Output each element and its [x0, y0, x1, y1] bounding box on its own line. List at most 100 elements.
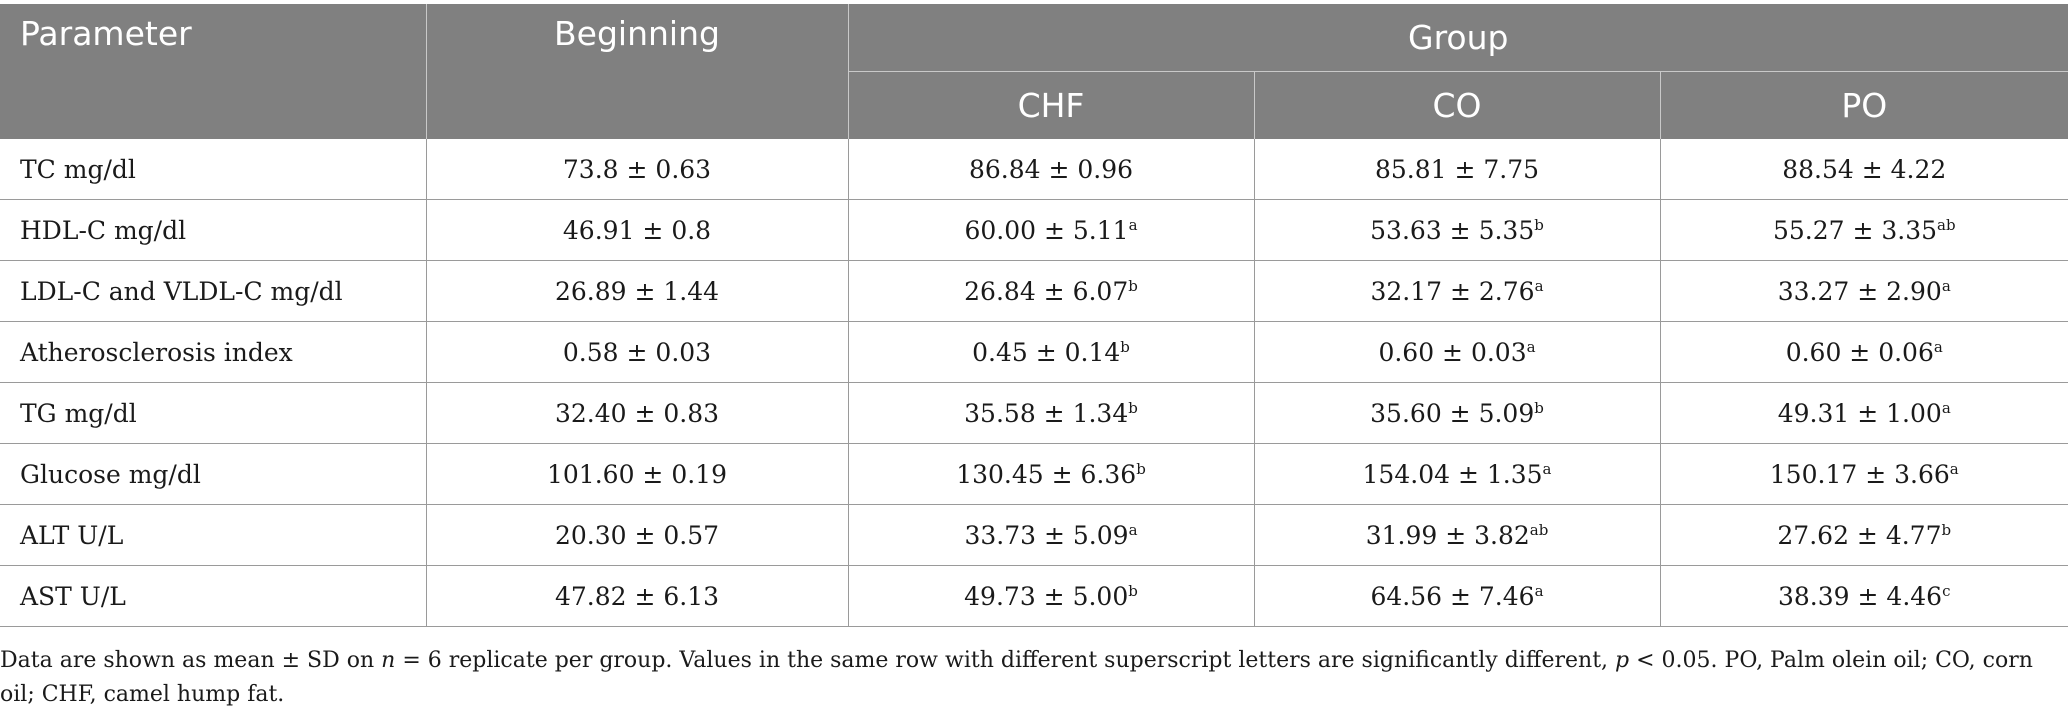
significance-letter: a: [1949, 459, 1959, 478]
row-label-value: HDL-C mg/dl: [20, 215, 187, 245]
row-label: TG mg/dl: [0, 382, 426, 444]
significance-letter: b: [1136, 459, 1146, 478]
cell-beginning-value: 73.8 ± 0.63: [562, 154, 712, 184]
cell-co: 85.81 ± 7.75: [1253, 139, 1660, 200]
cell-po-value: 33.27 ± 2.90: [1777, 276, 1942, 306]
cell-beginning-value: 47.82 ± 6.13: [554, 581, 720, 611]
cell-chf-value: 130.45 ± 6.36: [956, 459, 1137, 489]
cell-po-value: 38.39 ± 4.46: [1778, 581, 1943, 611]
cell-chf-value: 60.00 ± 5.11: [964, 215, 1129, 245]
cell-po: 38.39 ± 4.46c: [1659, 565, 2068, 627]
cell-po-value: 27.62 ± 4.77: [1777, 520, 1942, 550]
table-row: TC mg/dl 73.8 ± 0.63 86.84 ± 0.96 85.81 ± 7…: [0, 139, 2068, 200]
row-label: ALT U/L: [0, 504, 426, 566]
cell-beginning: 32.40 ± 0.83: [425, 382, 848, 444]
cell-co: 31.99 ± 3.82ab: [1253, 504, 1660, 566]
cell-chf-value: 49.73 ± 5.00: [964, 581, 1129, 611]
footnote-part2: = 6 replicate per group. Values in the s…: [395, 648, 1616, 673]
cell-co-value: 85.81 ± 7.75: [1374, 154, 1540, 184]
table-row: ALT U/L 20.30 ± 0.57 33.73 ± 5.09a 31.99 ± …: [0, 504, 2068, 566]
significance-letter: a: [1128, 520, 1138, 539]
footnote-part3: < 0.05. PO, Palm olein oil; CO, corn oil…: [0, 648, 2033, 707]
table-row: HDL-C mg/dl 46.91 ± 0.8 60.00 ± 5.11a 53.63…: [0, 199, 2068, 261]
cell-chf: 33.73 ± 5.09a: [847, 504, 1254, 566]
cell-chf: 49.73 ± 5.00b: [847, 565, 1254, 627]
significance-letter: a: [1941, 398, 1951, 417]
cell-po: 55.27 ± 3.35ab: [1659, 199, 2068, 261]
cell-chf: 130.45 ± 6.36b: [847, 443, 1254, 505]
cell-co: 32.17 ± 2.76a: [1253, 260, 1660, 322]
table-header: Parameter Beginning Group CHF CO PO: [0, 4, 2068, 139]
significance-letter: c: [1942, 581, 1951, 600]
cell-po: 150.17 ± 3.66a: [1659, 443, 2068, 505]
cell-po: 88.54 ± 4.22: [1659, 139, 2068, 200]
cell-beginning: 73.8 ± 0.63: [425, 139, 848, 200]
significance-letter: a: [1128, 215, 1138, 234]
table-footnote: Data are shown as mean ± SD on n = 6 rep…: [0, 644, 2050, 712]
cell-beginning: 20.30 ± 0.57: [425, 504, 848, 566]
cell-chf-value: 35.58 ± 1.34: [964, 398, 1129, 428]
cell-chf-value: 86.84 ± 0.96: [968, 154, 1134, 184]
results-table: Parameter Beginning Group CHF CO PO TC m…: [0, 4, 2068, 627]
cell-po-value: 150.17 ± 3.66: [1769, 459, 1950, 489]
cell-beginning-value: 101.60 ± 0.19: [547, 459, 727, 489]
footnote-n-symbol: n: [381, 648, 396, 673]
cell-chf-value: 33.73 ± 5.09: [964, 520, 1129, 550]
cell-chf-value: 0.45 ± 0.14: [972, 337, 1121, 367]
header-beginning: Beginning: [425, 4, 848, 139]
row-label-value: AST U/L: [20, 581, 126, 611]
cell-beginning: 46.91 ± 0.8: [425, 199, 848, 261]
row-label: TC mg/dl: [0, 139, 426, 200]
significance-letter: a: [1941, 276, 1951, 295]
significance-letter: a: [1534, 581, 1544, 600]
row-label-value: TC mg/dl: [20, 154, 136, 184]
cell-beginning: 0.58 ± 0.03: [425, 321, 848, 383]
cell-chf: 86.84 ± 0.96: [847, 139, 1254, 200]
cell-co: 35.60 ± 5.09b: [1253, 382, 1660, 444]
cell-co-value: 32.17 ± 2.76: [1370, 276, 1535, 306]
table-row: Atherosclerosis index 0.58 ± 0.03 0.45 ± 0…: [0, 321, 2068, 383]
significance-letter: a: [1534, 276, 1544, 295]
significance-letter: ab: [1937, 215, 1956, 234]
cell-po-value: 0.60 ± 0.06: [1785, 337, 1934, 367]
significance-letter: a: [1542, 459, 1552, 478]
cell-po-value: 88.54 ± 4.22: [1782, 154, 1947, 184]
row-label: LDL-C and VLDL-C mg/dl: [0, 260, 426, 322]
significance-letter: ab: [1529, 520, 1549, 539]
results-table-container: Parameter Beginning Group CHF CO PO TC m…: [0, 4, 2068, 627]
cell-co: 53.63 ± 5.35b: [1253, 199, 1660, 261]
significance-letter: b: [1534, 398, 1544, 417]
footnote-part1: Data are shown as mean ± SD on: [0, 648, 382, 673]
cell-beginning-value: 20.30 ± 0.57: [554, 520, 720, 550]
cell-co: 64.56 ± 7.46a: [1253, 565, 1660, 627]
cell-chf: 26.84 ± 6.07b: [847, 260, 1254, 322]
table-row: Glucose mg/dl 101.60 ± 0.19 130.45 ± 6.36b…: [0, 443, 2068, 505]
cell-co: 0.60 ± 0.03a: [1253, 321, 1660, 383]
table-row: AST U/L 47.82 ± 6.13 49.73 ± 5.00b 64.56 ± …: [0, 565, 2068, 627]
significance-letter: b: [1128, 276, 1138, 295]
cell-beginning-value: 32.40 ± 0.83: [554, 398, 720, 428]
cell-chf-value: 26.84 ± 6.07: [964, 276, 1129, 306]
cell-beginning-value: 46.91 ± 0.8: [562, 215, 712, 245]
row-label: AST U/L: [0, 565, 426, 627]
cell-po-value: 55.27 ± 3.35: [1772, 215, 1938, 245]
significance-letter: b: [1120, 337, 1130, 356]
cell-beginning: 47.82 ± 6.13: [425, 565, 848, 627]
header-parameter: Parameter: [0, 4, 426, 139]
cell-po: 33.27 ± 2.90a: [1659, 260, 2068, 322]
significance-letter: a: [1933, 337, 1943, 356]
row-label: HDL-C mg/dl: [0, 199, 426, 261]
cell-beginning: 26.89 ± 1.44: [425, 260, 848, 322]
header-po: PO: [1659, 71, 2068, 139]
cell-co-value: 31.99 ± 3.82: [1365, 520, 1530, 550]
significance-letter: b: [1128, 398, 1138, 417]
table-row: TG mg/dl 32.40 ± 0.83 35.58 ± 1.34b 35.60 ±…: [0, 382, 2068, 444]
row-label-value: ALT U/L: [20, 520, 124, 550]
significance-letter: a: [1526, 337, 1536, 356]
row-label-value: Atherosclerosis index: [20, 337, 293, 367]
cell-co-value: 0.60 ± 0.03: [1378, 337, 1527, 367]
cell-po: 0.60 ± 0.06a: [1659, 321, 2068, 383]
cell-po-value: 49.31 ± 1.00: [1777, 398, 1942, 428]
cell-beginning-value: 26.89 ± 1.44: [554, 276, 720, 306]
row-label-value: Glucose mg/dl: [20, 459, 201, 489]
